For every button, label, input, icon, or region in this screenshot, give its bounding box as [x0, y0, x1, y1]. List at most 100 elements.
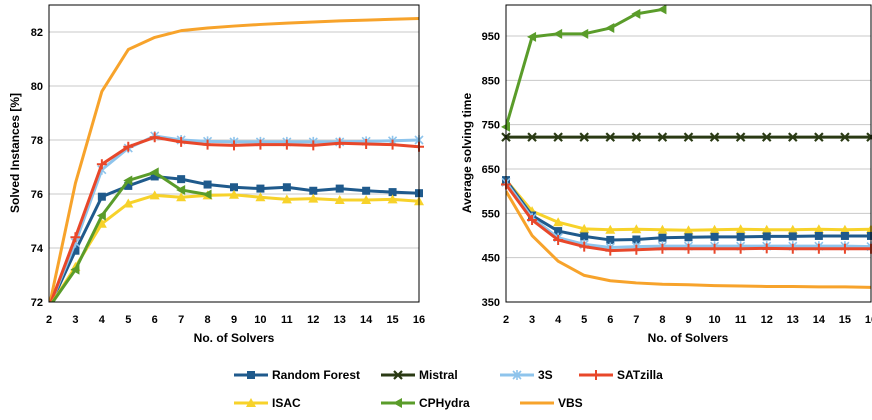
left-chart-point-isac	[387, 194, 398, 204]
right-chart-x-tick-label: 4	[555, 314, 562, 326]
right-chart-x-tick-label: 8	[659, 314, 665, 326]
left-chart-x-tick-label: 8	[205, 314, 211, 326]
legend-marker	[512, 370, 522, 380]
right-chart-point-mistral	[527, 132, 537, 142]
right-chart-series-cphydra	[501, 4, 667, 132]
left-chart-x-tick-label: 11	[281, 314, 293, 326]
right-chart-x-tick-label: 5	[581, 314, 587, 326]
right-chart-point-random-forest	[736, 232, 745, 241]
right-chart-point-isac	[553, 217, 564, 227]
right-chart-point-isac	[839, 224, 850, 234]
right-chart-y-tick-label: 850	[482, 75, 500, 87]
left-chart-y-tick-label: 76	[31, 189, 43, 201]
right-chart-point-isac	[787, 224, 798, 234]
right-chart-x-tick-label: 11	[735, 314, 747, 326]
right-chart-point-mistral	[788, 132, 798, 142]
left-chart-point-isac	[176, 192, 187, 202]
legend-marker	[247, 371, 255, 379]
right-chart-point-cphydra	[527, 31, 537, 42]
right-chart-point-satzilla	[839, 243, 850, 254]
right-chart-point-satzilla	[657, 243, 668, 254]
left-chart-x-tick-label: 16	[413, 314, 425, 326]
legend-label: SATzilla	[617, 368, 663, 382]
right-chart-point-isac	[709, 224, 720, 234]
left-chart-point-random-forest	[282, 183, 291, 192]
left-chart-point-random-forest	[124, 181, 133, 190]
right-chart-point-isac	[605, 224, 616, 234]
left-chart-x-tick-label: 10	[254, 314, 266, 326]
legend-item-cphydra: CPHydra	[381, 396, 470, 410]
left-chart-x-tick-label: 5	[125, 314, 131, 326]
right-chart-point-cphydra	[631, 8, 641, 19]
left-chart-point-satzilla	[96, 159, 107, 170]
left-chart-series	[49, 17, 424, 302]
right-chart-point-mistral	[683, 132, 694, 142]
legend-label: CPHydra	[419, 396, 470, 410]
legend-label: ISAC	[272, 396, 301, 410]
right-chart-y-tick-label: 650	[482, 164, 500, 176]
right-chart-x-tick-label: 14	[813, 314, 826, 326]
right-chart-point-satzilla	[553, 234, 564, 245]
left-chart-point-isac	[281, 194, 292, 204]
legend-label: VBS	[558, 396, 583, 410]
right-chart-point-satzilla	[787, 243, 798, 254]
legend-marker	[393, 398, 402, 408]
right-chart-point-satzilla	[605, 245, 616, 256]
right-chart-x-tick-label: 7	[633, 314, 639, 326]
left-chart-point-random-forest	[309, 186, 318, 195]
legend-item-random-forest: Random Forest	[234, 368, 360, 382]
right-chart-point-random-forest	[632, 235, 641, 244]
left-chart-point-random-forest	[71, 246, 80, 255]
left-chart-y-tick-label: 80	[31, 81, 43, 93]
right-chart-y-ticks: 350 450 550 650 750 850 950	[482, 31, 500, 309]
right-chart-x-axis-label: No. of Solvers	[648, 331, 729, 345]
right-chart-point-cphydra	[579, 28, 589, 39]
right-chart-point-cphydra	[605, 23, 615, 34]
right-chart-y-tick-label: 550	[482, 208, 500, 220]
right-chart-series	[501, 4, 872, 289]
left-chart-x-ticks: 2 3 4 5 6 7 8 9 10 11 12 13 14 15 16	[46, 314, 425, 326]
left-chart-point-satzilla	[229, 140, 239, 151]
left-chart-point-satzilla	[202, 139, 213, 150]
left-chart-point-random-forest	[150, 172, 159, 181]
left-chart-point-isac	[308, 193, 319, 203]
right-chart-point-mistral	[579, 132, 589, 142]
right-chart-x-tick-label: 9	[685, 314, 691, 326]
right-chart-point-mistral	[761, 132, 772, 142]
left-chart-x-tick-label: 2	[46, 314, 52, 326]
right-chart: 350 450 550 650 750 850 950 2 3 4 5 6 7 8 9 10 11 12 13 14…	[460, 4, 872, 345]
left-chart-point-random-forest	[362, 186, 371, 195]
right-chart-point-random-forest	[684, 233, 693, 242]
left-chart-point-satzilla	[176, 136, 187, 147]
right-chart-point-mistral	[657, 132, 668, 142]
right-chart-point-random-forest	[788, 232, 797, 241]
left-chart-point-random-forest	[203, 180, 212, 189]
left-chart-y-tick-label: 78	[31, 135, 43, 147]
right-chart-point-random-forest	[814, 231, 823, 240]
left-chart-point-random-forest	[388, 188, 397, 197]
left-chart-series-random-forest	[49, 172, 423, 302]
left-chart-point-random-forest	[256, 184, 265, 193]
left-chart-y-tick-label: 72	[31, 297, 43, 309]
right-chart-point-isac	[683, 225, 694, 235]
right-chart-point-random-forest	[580, 232, 589, 241]
left-chart-point-cphydra	[149, 167, 159, 178]
right-chart-point-random-forest	[606, 235, 615, 244]
left-chart-point-isac	[255, 192, 266, 202]
left-chart-x-tick-label: 6	[152, 314, 158, 326]
left-chart-point-cphydra	[96, 210, 106, 221]
legend-marker	[591, 370, 601, 380]
right-chart-point-isac	[735, 224, 746, 234]
right-chart-x-tick-label: 3	[529, 314, 535, 326]
left-chart-point-isac	[96, 218, 107, 228]
right-chart-y-tick-label: 750	[482, 120, 500, 132]
left-chart-x-tick-label: 14	[360, 314, 373, 326]
right-chart-point-satzilla	[735, 243, 746, 254]
left-chart-x-tick-label: 13	[334, 314, 346, 326]
right-chart-point-mistral	[631, 132, 642, 142]
right-chart-point-random-forest	[840, 231, 849, 240]
left-chart-series-cphydra	[50, 167, 212, 302]
chart-legend: Random Forest Mistral 3S SATzilla ISAC CPHydr…	[234, 368, 663, 410]
left-chart-point-isac	[361, 194, 372, 204]
